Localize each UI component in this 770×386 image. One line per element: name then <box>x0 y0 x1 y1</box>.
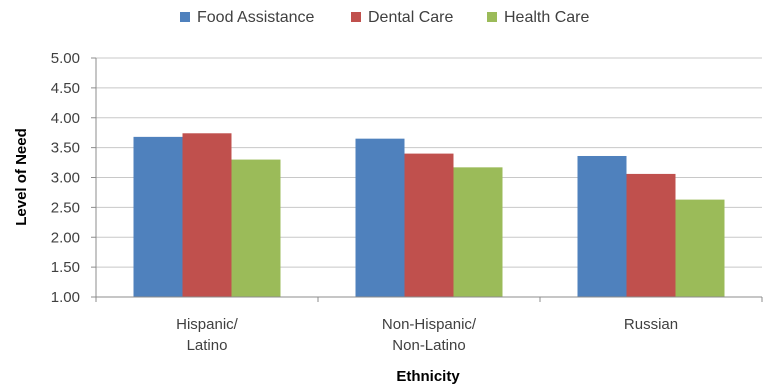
x-category-label: Non-Hispanic/ <box>382 316 477 333</box>
x-category-label: Latino <box>187 337 228 354</box>
bar-dental-care <box>182 133 232 297</box>
y-tick-label: 3.00 <box>51 170 80 187</box>
x-category-label: Hispanic/ <box>176 316 239 333</box>
x-axis-title: Ethnicity <box>396 368 460 385</box>
x-category-label: Russian <box>624 316 678 333</box>
bar-health-care <box>675 199 725 297</box>
legend-label: Food Assistance <box>197 9 315 26</box>
bar-food-assistance <box>133 136 183 297</box>
x-axis-categories: Hispanic/Latino Non-Hispanic/Non-Latino Ru… <box>176 316 678 354</box>
bar-dental-care <box>404 153 454 297</box>
x-category-label: Non-Latino <box>392 337 465 354</box>
y-tick-label: 1.50 <box>51 259 80 276</box>
legend-label: Dental Care <box>368 9 453 26</box>
legend-swatch <box>351 12 361 22</box>
legend-swatch <box>180 12 190 22</box>
legend-swatch <box>487 12 497 22</box>
bar-health-care <box>231 159 281 297</box>
y-tick-label: 5.00 <box>51 50 80 67</box>
bar-food-assistance <box>577 155 627 297</box>
y-tick-label: 4.50 <box>51 80 80 97</box>
y-tick-label: 1.00 <box>51 289 80 306</box>
y-axis-title: Level of Need <box>13 128 30 226</box>
x-axis <box>91 57 763 302</box>
y-tick-label: 3.50 <box>51 140 80 157</box>
y-tick-label: 4.00 <box>51 110 80 127</box>
y-tick-label: 2.00 <box>51 229 80 246</box>
bar-dental-care <box>626 173 676 297</box>
bar-health-care <box>453 167 503 297</box>
y-tick-label: 2.50 <box>51 199 80 216</box>
legend-label: Health Care <box>504 9 589 26</box>
y-axis-ticks: 1.00 1.50 2.00 2.50 3.00 3.50 4.00 4.50 5.00 <box>51 50 80 306</box>
legend: Food Assistance Dental Care Health Care <box>180 9 589 26</box>
bar-food-assistance <box>355 138 405 297</box>
bars <box>133 133 725 297</box>
